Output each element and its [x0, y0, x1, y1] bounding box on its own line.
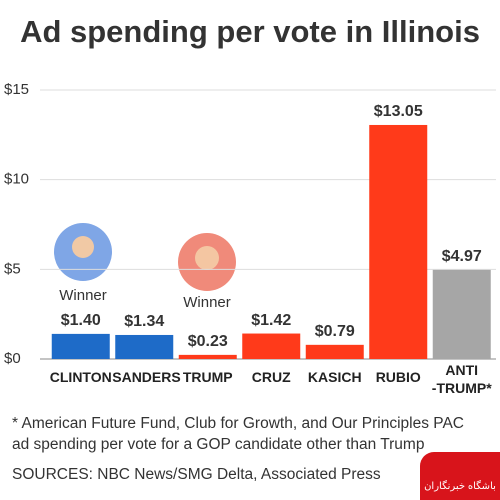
y-tick-label: $0 — [4, 350, 21, 367]
source: SOURCES: NBC News/SMG Delta, Associated … — [12, 466, 381, 483]
watermark: باشگاه خبرنگاران — [420, 452, 500, 500]
x-tick-label: ANTI -TRUMP* — [431, 362, 492, 396]
x-tick-label: TRUMP — [182, 369, 233, 385]
portrait-face — [72, 236, 94, 258]
annotation: Winner — [183, 294, 231, 311]
y-tick-label: $15 — [4, 81, 29, 98]
x-tick-label: CLINTON — [49, 369, 112, 385]
x-tick-label: KASICH — [307, 369, 362, 385]
x-tick-label: CRUZ — [251, 369, 291, 385]
value-label: $0.79 — [315, 323, 355, 340]
bar — [115, 334, 174, 359]
chart: $0 $5 $10 $15 $1.40 $1.34 $0.23 $1.42 $0.79 $13.0… — [4, 81, 496, 367]
footnote: * American Future Fund, Club for Growth,… — [12, 415, 464, 453]
y-tick-label: $5 — [4, 260, 21, 277]
bar — [51, 333, 110, 359]
value-label: $13.05 — [374, 103, 423, 120]
x-tick-label: RUBIO — [375, 369, 421, 385]
portrait-face — [195, 246, 219, 270]
value-label: $1.40 — [61, 312, 101, 329]
bar — [369, 124, 428, 359]
value-label: $4.97 — [442, 248, 482, 265]
bar — [178, 354, 237, 359]
chart-title: Ad spending per vote in Illinois — [20, 14, 480, 49]
value-label: $1.42 — [251, 312, 291, 329]
y-tick-label: $10 — [4, 171, 29, 188]
annotation: Winner — [59, 287, 107, 304]
value-label: $1.34 — [124, 313, 164, 330]
bar — [432, 269, 491, 359]
value-label: $0.23 — [188, 333, 228, 350]
bar — [242, 333, 301, 359]
bar — [305, 344, 364, 359]
x-tick-label: SANDERS — [112, 369, 181, 385]
